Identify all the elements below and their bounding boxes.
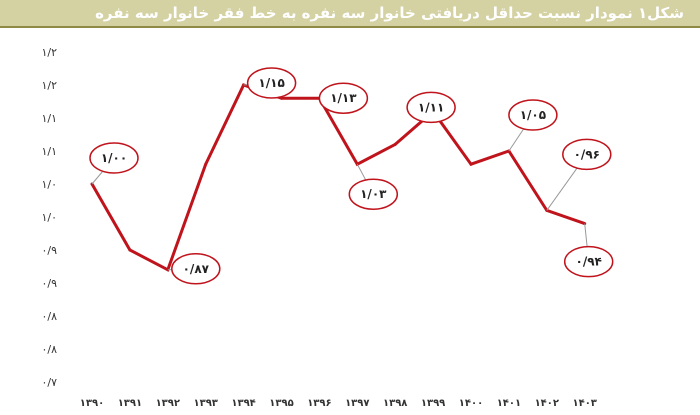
data-label: ۱/۰۰	[101, 151, 127, 165]
data-label: ۰/۹۴	[576, 255, 602, 269]
x-tick-label: ۱۳۹۸	[383, 398, 407, 409]
x-tick-label: ۱۴۰۲	[535, 398, 559, 409]
data-label-callout: ۰/۹۴	[563, 223, 614, 278]
y-tick-label: ۱/۰	[41, 211, 57, 224]
x-tick-label: ۱۴۰۰	[459, 398, 483, 409]
chart-title-bar: شکل۱ نمودار نسبت حداقل دریافتی خانوار سه…	[0, 0, 700, 28]
y-tick-label: ۱/۰	[41, 178, 57, 191]
series-line	[90, 83, 586, 272]
data-label: ۱/۱۵	[258, 76, 284, 90]
x-tick-label: ۱۳۹۲	[156, 398, 180, 409]
y-tick-label: ۱/۲	[41, 46, 57, 59]
data-label: ۰/۸۷	[183, 262, 210, 276]
data-label-callout: ۱/۱۱	[406, 91, 456, 124]
x-tick-label: ۱۳۹۳	[193, 398, 217, 409]
x-tick-label: ۱۴۰۱	[497, 398, 521, 409]
data-point	[393, 142, 397, 146]
data-label-callout: ۱/۰۰	[89, 142, 139, 185]
chart-title: شکل۱ نمودار نسبت حداقل دریافتی خانوار سه…	[95, 4, 684, 22]
x-tick-label: ۱۳۹۹	[421, 398, 445, 409]
y-tick-label: ۱/۱	[41, 145, 57, 158]
data-label: ۱/۰۳	[360, 187, 387, 201]
x-tick-label: ۱۳۹۷	[345, 398, 369, 409]
data-point	[128, 248, 132, 252]
data-label: ۱/۱۳	[330, 91, 357, 105]
data-label: ۱/۰۵	[520, 108, 546, 122]
data-label-callout: ۱/۰۵	[508, 99, 558, 152]
x-tick-label: ۱۳۹۱	[118, 398, 142, 409]
y-tick-label: ۰/۷	[41, 376, 57, 389]
x-tick-label: ۱۳۹۵	[269, 398, 293, 409]
x-tick-label: ۱۳۹۰	[80, 398, 104, 409]
data-label-callout: ۰/۸۷	[167, 253, 221, 285]
data-label-callout: ۱/۱۳	[318, 82, 369, 114]
y-tick-label: ۱/۲	[41, 79, 57, 92]
x-tick-label: ۱۴۰۳	[572, 398, 596, 409]
x-tick-label: ۱۳۹۴	[231, 398, 255, 409]
data-point	[204, 162, 208, 166]
data-label: ۱/۱۱	[418, 100, 444, 114]
y-tick-label: ۰/۸	[41, 310, 57, 323]
y-tick-label: ۰/۸	[41, 343, 57, 356]
data-label-callout: ۱/۰۳	[348, 163, 399, 210]
y-tick-label: ۱/۱	[41, 112, 57, 125]
data-label: ۰/۹۶	[574, 147, 600, 161]
x-tick-label: ۱۳۹۶	[307, 398, 331, 409]
y-tick-label: ۰/۹	[41, 244, 57, 257]
data-point	[469, 162, 473, 166]
data-label-callout: ۰/۹۶	[546, 138, 612, 211]
y-tick-label: ۰/۹	[41, 277, 57, 290]
data-label-callout: ۱/۱۵	[243, 67, 297, 99]
